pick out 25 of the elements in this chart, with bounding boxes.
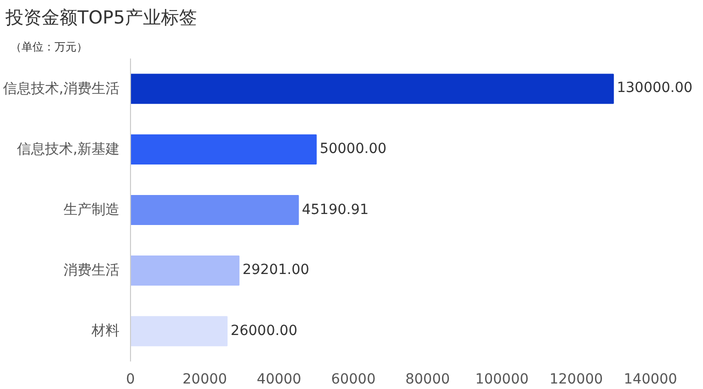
x-tick-label: 120000	[549, 372, 603, 388]
data-label: 29201.00	[242, 262, 310, 278]
data-label: 50000.00	[320, 140, 387, 157]
bar	[130, 134, 317, 164]
data-label: 26000.00	[230, 322, 298, 339]
chart-title: 投资金额TOP5产业标签	[4, 8, 197, 28]
y-tick-label: 消费生活	[64, 262, 120, 279]
data-label: 130000.00	[616, 80, 693, 96]
y-tick-label: 材料	[90, 323, 120, 340]
y-tick-label: 信息技术,消费生活	[3, 80, 120, 97]
x-tick-label: 100000	[475, 372, 529, 388]
x-tick-label: 140000	[624, 372, 678, 388]
data-label: 45190.91	[302, 202, 369, 218]
chart-subtitle: （单位：万元）	[10, 40, 88, 54]
bar	[130, 194, 299, 226]
x-tick-label: 60000	[331, 372, 376, 388]
bar	[130, 316, 228, 346]
bar	[130, 256, 240, 286]
y-tick-label: 信息技术,新基建	[17, 141, 120, 158]
x-tick-label: 20000	[182, 372, 228, 388]
bar	[130, 74, 614, 104]
x-tick-label: 40000	[256, 372, 302, 388]
x-tick-label: 80000	[405, 372, 450, 388]
x-tick-label: 0	[126, 372, 135, 388]
y-tick-label: 生产制造	[64, 202, 120, 218]
